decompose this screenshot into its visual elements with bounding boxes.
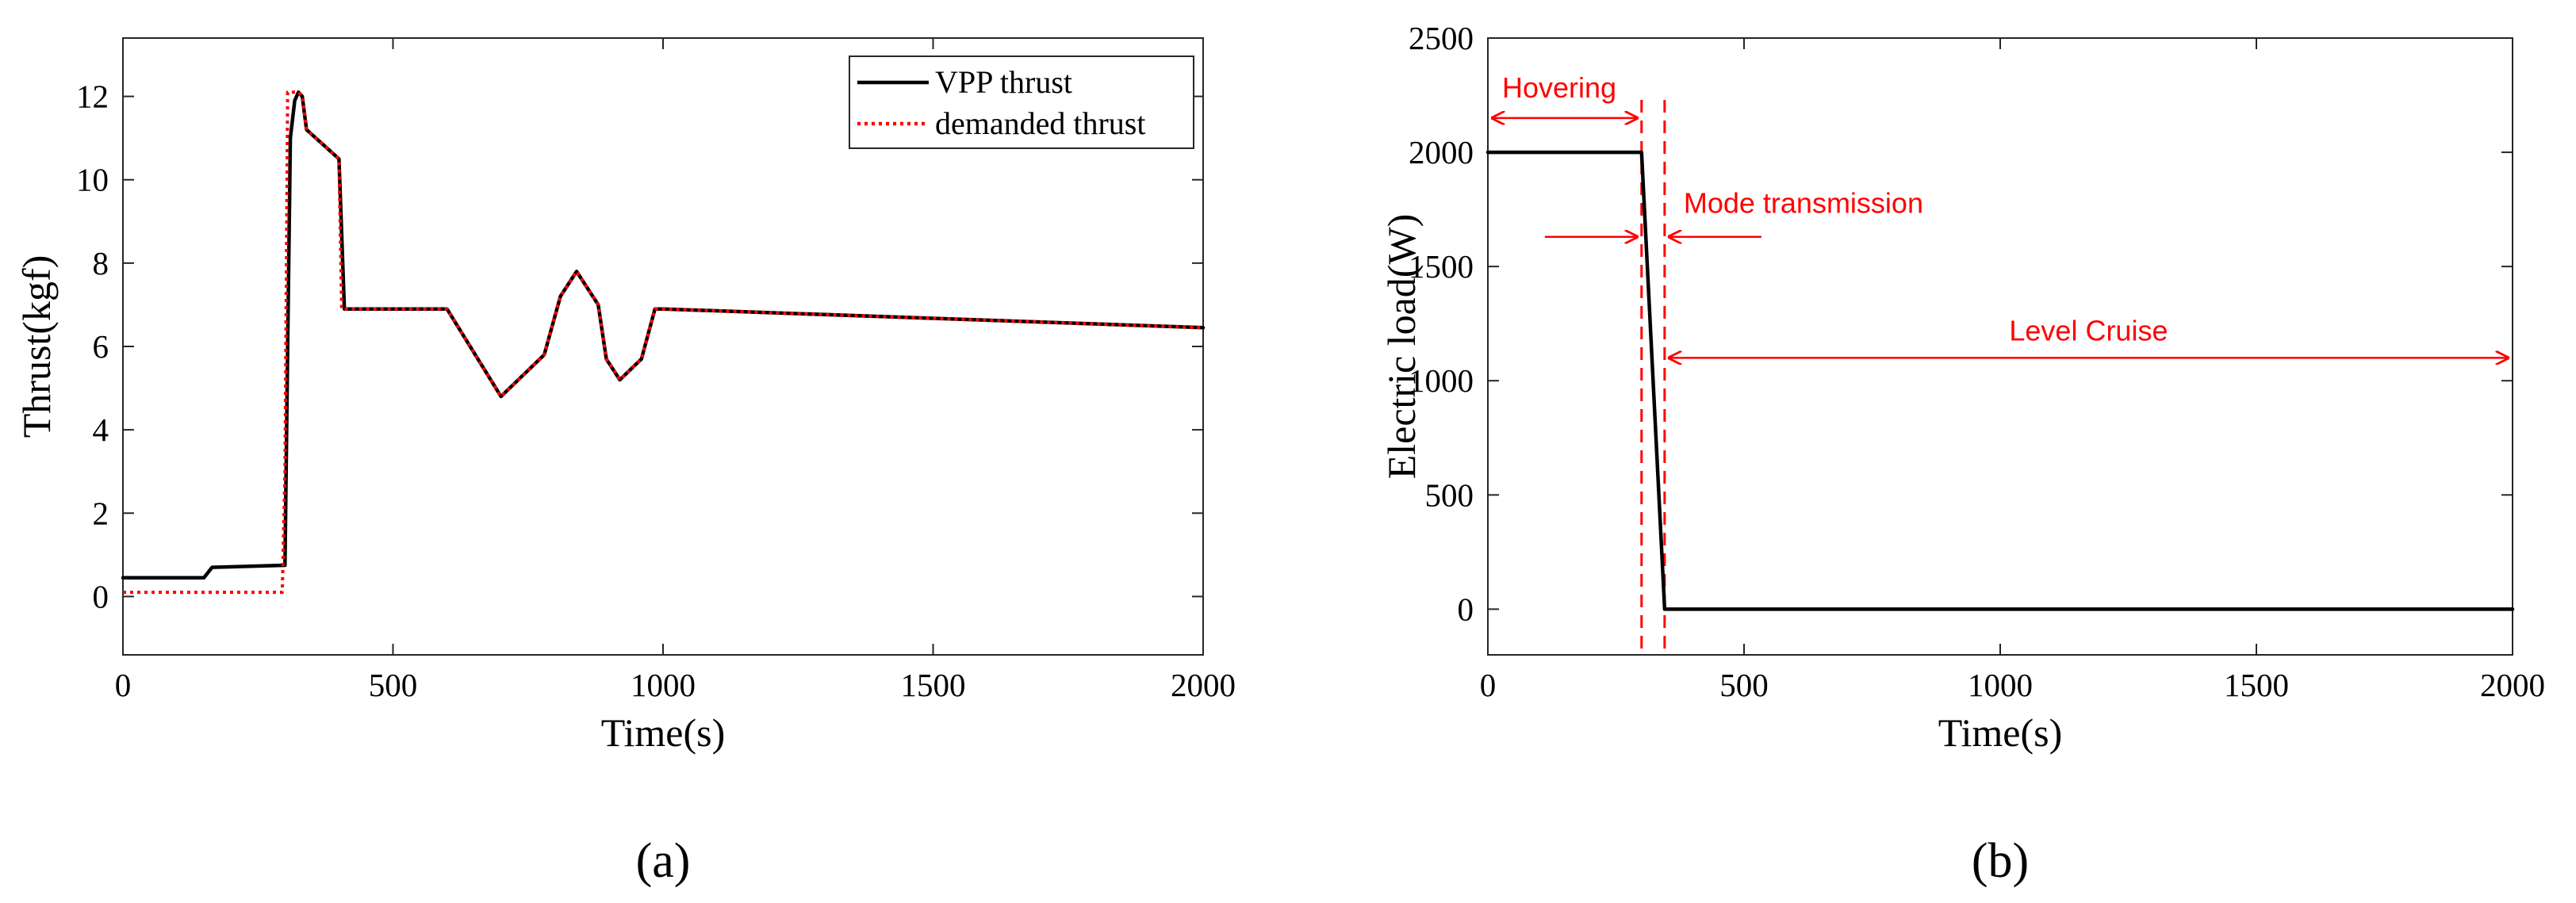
panel-label: (a) bbox=[636, 834, 691, 888]
y-tick-label: 1500 bbox=[1409, 248, 1474, 285]
panel-label: (b) bbox=[1972, 834, 2029, 888]
legend: VPP thrust demanded thrust bbox=[849, 55, 1194, 149]
y-tick-label: 500 bbox=[1425, 476, 1474, 513]
y-tick-label: 4 bbox=[93, 411, 109, 448]
x-tick-label: 0 bbox=[1480, 667, 1497, 703]
x-tick-label: 500 bbox=[1719, 667, 1769, 703]
y-tick-label: 8 bbox=[93, 245, 109, 281]
y-tick-label: 0 bbox=[93, 578, 109, 614]
panel-a-thrust-chart: 0 500 1000 1500 2000 0 2 4 6 8 10 12 Time(s) Thrust(k… bbox=[14, 37, 1236, 888]
x-tick-label: 1000 bbox=[631, 667, 696, 703]
y-tick-label: 1000 bbox=[1409, 362, 1474, 399]
y-tick-label: 2 bbox=[93, 495, 109, 531]
y-tick-label: 10 bbox=[76, 162, 109, 198]
y-tick-label: 12 bbox=[76, 78, 109, 115]
y-axis-label: Electric load(W) bbox=[1379, 214, 1424, 480]
level-cruise-label: Level Cruise bbox=[2009, 314, 2168, 346]
y-tick-label: 2000 bbox=[1409, 134, 1474, 170]
x-tick-label: 500 bbox=[369, 667, 418, 703]
x-tick-label: 1500 bbox=[2224, 667, 2289, 703]
y-tick-label: 0 bbox=[1458, 591, 1474, 627]
legend-box bbox=[849, 55, 1194, 149]
y-axis-label: Thrust(kgf) bbox=[14, 255, 59, 438]
x-tick-label: 1500 bbox=[901, 667, 966, 703]
x-axis-label: Time(s) bbox=[1938, 710, 2063, 755]
legend-label-vpp-thrust: VPP thrust bbox=[935, 64, 1072, 100]
y-tick-label: 2500 bbox=[1409, 20, 1474, 56]
hovering-label: Hovering bbox=[1502, 71, 1616, 104]
x-tick-label: 1000 bbox=[1968, 667, 2033, 703]
y-tick-label: 6 bbox=[93, 328, 109, 365]
mode-transmission-label: Mode transmission bbox=[1684, 187, 1923, 220]
demanded-thrust-line bbox=[123, 90, 1204, 595]
electric-load-line bbox=[1485, 150, 2515, 611]
panel-b-electric-load-chart: 0 500 1000 1500 2000 0 500 1000 1500 2000 2500 Time… bbox=[1379, 20, 2545, 888]
x-axis-label: Time(s) bbox=[601, 710, 726, 755]
x-tick-label: 2000 bbox=[2480, 667, 2545, 703]
x-tick-label: 2000 bbox=[1171, 667, 1236, 703]
legend-label-demanded-thrust: demanded thrust bbox=[935, 105, 1146, 141]
x-tick-label: 0 bbox=[115, 667, 132, 703]
